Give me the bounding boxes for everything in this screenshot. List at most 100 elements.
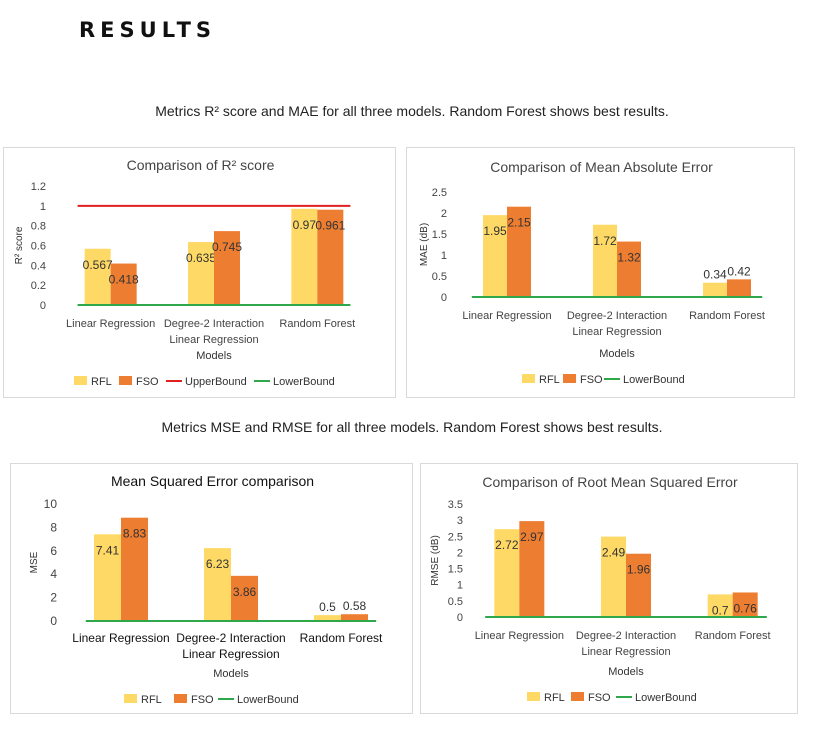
y-tick-label: 1.2: [31, 181, 46, 193]
data-label-fso: 3.86: [233, 585, 257, 599]
bar-fso: [121, 517, 148, 621]
legend-swatch-fso: [119, 376, 132, 385]
y-tick-label: 0.5: [432, 271, 447, 283]
data-label-rfl: 2.49: [602, 546, 626, 560]
data-label-fso: 1.96: [627, 563, 651, 577]
y-axis-label: RMSE (dB): [430, 535, 441, 586]
x-tick-label: Linear Regression: [169, 334, 258, 346]
legend-label: LowerBound: [273, 376, 335, 388]
x-tick-label: Random Forest: [279, 318, 355, 330]
data-label-rfl: 6.23: [206, 557, 230, 571]
data-label-rfl: 0.5: [319, 600, 336, 614]
x-axis-label: Models: [608, 666, 644, 678]
rmse-chart-panel: Comparison of Root Mean Squared Error 0 0.…: [420, 463, 798, 714]
y-tick-label: 6: [50, 544, 57, 558]
data-label-fso: 1.32: [617, 251, 641, 265]
bar-fso: [317, 209, 344, 305]
rmse-chart: Comparison of Root Mean Squared Error 0 0.…: [430, 474, 771, 704]
bar-fso: [214, 231, 240, 305]
bar-fso: [626, 553, 651, 617]
bar-rfl: [188, 242, 214, 305]
legend-swatch-fso: [571, 692, 584, 701]
bar-fso: [617, 241, 641, 297]
x-tick-label: Degree-2 Interaction: [576, 630, 676, 642]
bar-rfl: [314, 615, 341, 621]
chart-title: Comparison of R² score: [127, 157, 275, 173]
y-tick-label: 2: [441, 208, 447, 220]
legend-swatch-rfl: [124, 694, 137, 703]
y-tick-label: 1: [441, 250, 447, 262]
y-tick-label: 3: [457, 515, 463, 527]
bar-rfl: [483, 215, 507, 297]
r2-chart: Comparison of R² score 0 0.2 0.4 0.6 0.8 1 1.2 R…: [14, 157, 355, 388]
y-axis-label: R² score: [14, 226, 25, 264]
bar-rfl: [291, 208, 318, 305]
x-tick-label: Linear Regression: [572, 326, 661, 338]
legend-label: FSO: [136, 376, 159, 388]
data-label-rfl: 2.72: [495, 538, 519, 552]
data-label-fso: 0.58: [343, 599, 367, 613]
bar-rfl: [703, 282, 727, 297]
legend-label: RFL: [544, 692, 565, 704]
data-label-fso: 2.97: [520, 530, 544, 544]
bar-rfl: [494, 529, 520, 617]
legend-label: LowerBound: [635, 692, 697, 704]
x-tick-label: Random Forest: [300, 631, 383, 645]
chart-title: Comparison of Mean Absolute Error: [490, 159, 713, 175]
bar-rfl: [601, 536, 626, 617]
legend-swatch-rfl: [522, 374, 535, 383]
y-tick-label: 2.5: [448, 531, 463, 543]
legend-swatch-rfl: [527, 692, 540, 701]
mae-chart: Comparison of Mean Absolute Error 0 0.5 1 1.…: [419, 159, 765, 386]
y-tick-label: 0.5: [448, 596, 463, 608]
y-tick-label: 1.5: [432, 229, 447, 241]
bar-fso: [519, 521, 545, 617]
bar-fso: [231, 575, 258, 621]
legend-label: RFL: [539, 374, 560, 386]
y-tick-label: 0.4: [31, 260, 46, 272]
y-tick-label: 2: [457, 547, 463, 559]
legend-label: LowerBound: [623, 374, 685, 386]
bar-rfl: [593, 224, 617, 297]
x-axis-label: Models: [213, 668, 249, 680]
y-tick-label: 2.5: [432, 187, 447, 199]
data-label-fso: 0.745: [212, 240, 242, 254]
bar-fso: [110, 263, 137, 305]
x-tick-label: Linear Regression: [581, 646, 670, 658]
data-label-fso: 2.15: [507, 216, 531, 230]
mse-chart: Mean Squared Error comparison 0 2 4 6 8 10 MSE 7…: [29, 473, 383, 706]
y-tick-label: 0: [457, 612, 463, 624]
y-tick-label: 1: [40, 201, 46, 213]
x-axis-label: Models: [599, 348, 635, 360]
data-label-rfl: 0.7: [712, 603, 729, 617]
x-tick-label: Linear Regression: [66, 318, 155, 330]
bar-fso: [507, 206, 531, 297]
data-label-rfl: 1.72: [593, 234, 617, 248]
y-tick-label: 0.6: [31, 241, 46, 253]
data-label-rfl: 0.635: [186, 251, 216, 265]
legend-label: LowerBound: [237, 694, 299, 706]
data-label-fso: 0.418: [109, 273, 139, 287]
bar-fso: [732, 592, 758, 617]
x-tick-label: Linear Regression: [182, 647, 279, 661]
bar-rfl: [707, 594, 733, 617]
y-tick-label: 8: [50, 520, 57, 534]
x-tick-label: Degree-2 Interaction: [164, 318, 264, 330]
data-label-fso: 0.76: [733, 601, 757, 615]
bar-rfl: [84, 248, 111, 305]
y-tick-label: 1: [457, 580, 463, 592]
y-tick-label: 0: [40, 300, 46, 312]
y-axis-label: MSE: [29, 551, 40, 573]
x-tick-label: Random Forest: [689, 310, 765, 322]
y-tick-label: 0.8: [31, 221, 46, 233]
mse-chart-panel: Mean Squared Error comparison 0 2 4 6 8 10 MSE 7…: [10, 463, 413, 714]
caption-top: Metrics R² score and MAE for all three m…: [155, 103, 669, 119]
caption-bottom: Metrics MSE and RMSE for all three model…: [161, 419, 663, 435]
bar-fso: [341, 614, 368, 621]
data-label-rfl: 7.41: [96, 543, 120, 557]
y-tick-label: 3.5: [448, 499, 463, 511]
legend-label: RFL: [141, 694, 162, 706]
data-label-rfl: 1.95: [483, 224, 507, 238]
data-label-fso: 0.961: [315, 219, 345, 233]
r2-chart-panel: Comparison of R² score 0 0.2 0.4 0.6 0.8 1 1.2 R…: [3, 147, 396, 398]
